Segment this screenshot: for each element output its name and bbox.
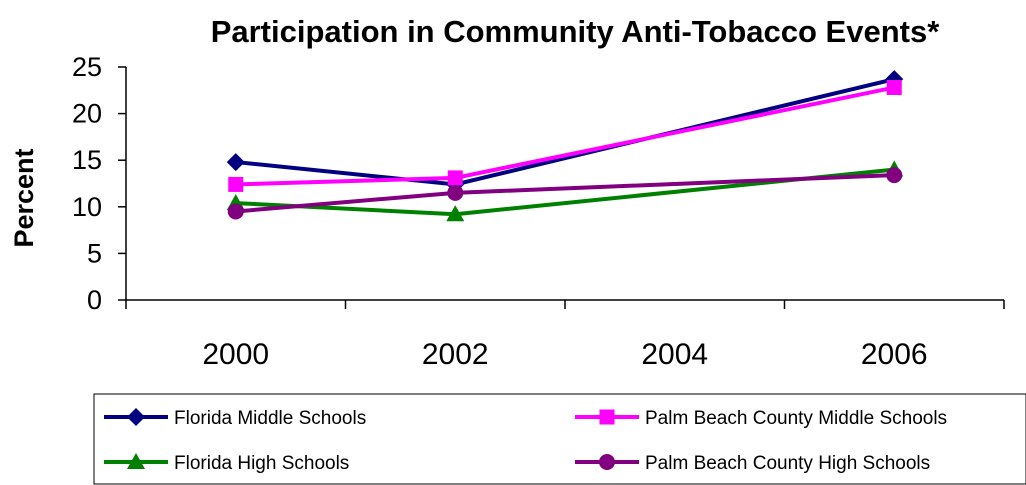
x-tick-label: 2004 <box>641 338 708 371</box>
data-point-square <box>228 177 243 192</box>
data-point-square <box>887 80 902 95</box>
data-point-diamond <box>227 153 245 171</box>
y-tick-label: 15 <box>72 145 102 175</box>
legend-label: Florida Middle Schools <box>174 408 366 429</box>
data-point-square <box>448 170 463 185</box>
y-tick-label: 5 <box>87 238 102 268</box>
y-axis-label: Percent <box>9 148 39 247</box>
series-line <box>236 170 895 215</box>
data-point-circle <box>886 167 902 183</box>
legend-label: Palm Beach County High Schools <box>645 453 930 474</box>
y-tick-label: 0 <box>87 285 102 315</box>
series-line <box>236 79 895 184</box>
legend-marker <box>599 454 615 470</box>
y-tick-label: 20 <box>72 99 102 129</box>
data-point-circle <box>447 185 463 201</box>
series-3 <box>228 167 903 219</box>
series-1 <box>228 80 902 192</box>
plot-area: 0 5 10 15 20 25 2000 2002 2004 2006 <box>72 52 1004 371</box>
data-point-circle <box>228 203 244 219</box>
x-tick-label: 2000 <box>202 338 269 371</box>
y-tick-label: 10 <box>72 192 102 222</box>
series-0 <box>227 70 904 193</box>
x-tick-label: 2006 <box>861 338 928 371</box>
y-tick-label: 25 <box>72 52 102 82</box>
chart-title: Participation in Community Anti-Tobacco … <box>211 14 941 49</box>
legend-marker <box>600 410 615 425</box>
legend-label: Palm Beach County Middle Schools <box>645 408 947 429</box>
x-tick-label: 2002 <box>422 338 489 371</box>
legend-label: Florida High Schools <box>174 453 349 474</box>
